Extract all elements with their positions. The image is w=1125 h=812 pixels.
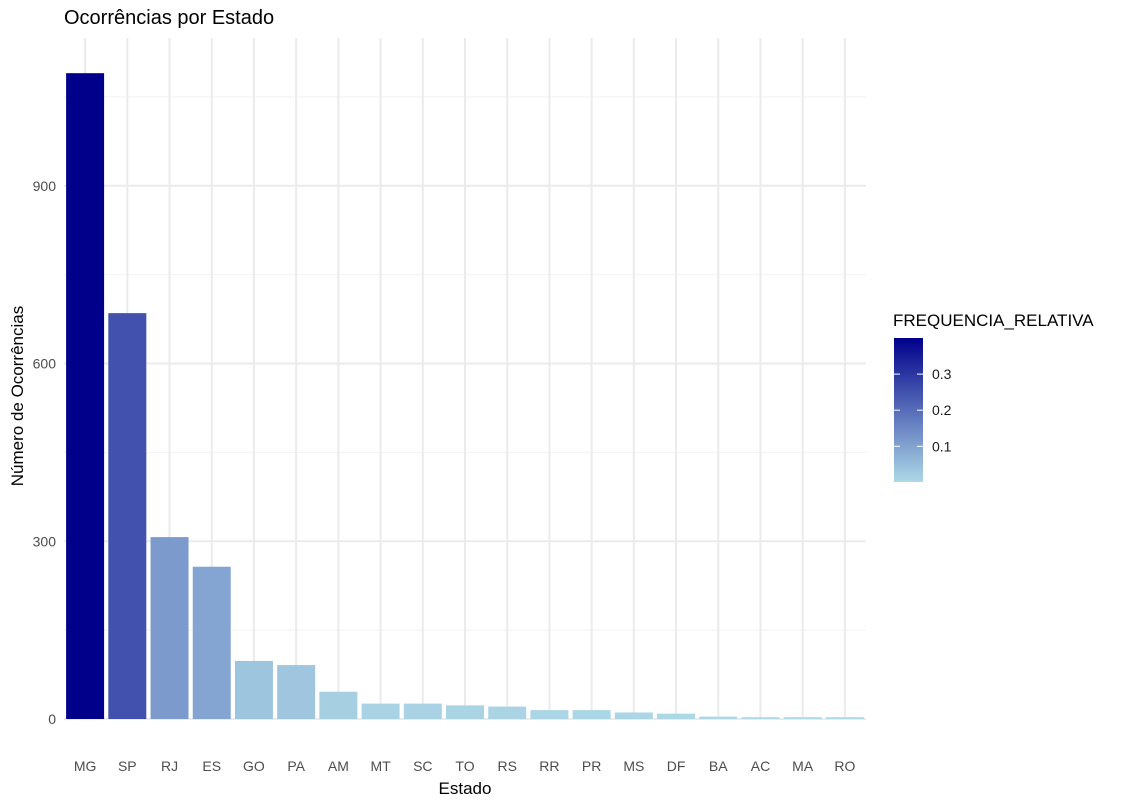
y-tick-label: 0: [48, 711, 56, 727]
x-tick-label: BA: [709, 758, 728, 774]
x-tick-label: MS: [623, 758, 644, 774]
bar-go: [234, 660, 273, 719]
x-tick-label: RJ: [161, 758, 178, 774]
bar-ac: [741, 717, 780, 719]
bar-pa: [277, 665, 316, 719]
y-tick-label: 900: [33, 178, 57, 194]
bar-ba: [699, 716, 738, 719]
x-tick-label: AC: [751, 758, 770, 774]
y-tick-label: 300: [33, 533, 57, 549]
bar-ro: [825, 717, 864, 719]
bars: [66, 73, 864, 720]
x-tick-label: RR: [539, 758, 559, 774]
bar-mt: [361, 703, 400, 719]
x-tick-label: MA: [792, 758, 814, 774]
legend-tick-label: 0.1: [932, 438, 952, 454]
x-tick-label: SP: [118, 758, 137, 774]
bar-to: [446, 705, 484, 719]
bar-pr: [572, 710, 611, 719]
x-tick-label: PR: [582, 758, 601, 774]
x-tick-label: SC: [413, 758, 432, 774]
bar-rj: [150, 537, 189, 719]
bar-sp: [108, 313, 147, 719]
y-axis-ticks: 0 300 600 900: [33, 178, 57, 727]
legend-title: FREQUENCIA_RELATIVA: [893, 311, 1094, 330]
x-tick-label: ES: [202, 758, 221, 774]
bar-rr: [530, 710, 569, 719]
bar-ma: [783, 717, 822, 719]
chart-title: Ocorrências por Estado: [64, 7, 274, 29]
x-tick-label: GO: [243, 758, 265, 774]
bar-sc: [403, 703, 442, 719]
x-axis-title: Estado: [439, 779, 492, 798]
x-tick-label: AM: [328, 758, 349, 774]
x-axis-ticks: MG SP RJ ES GO PA AM MT SC TO RS RR PR MS DF BA AC MA RO: [74, 758, 856, 774]
x-tick-label: RO: [834, 758, 855, 774]
x-tick-label: PA: [287, 758, 305, 774]
y-tick-label: 600: [33, 356, 57, 372]
bar-mg: [66, 73, 105, 720]
bar-es: [192, 566, 231, 719]
legend-tick-label: 0.2: [932, 402, 952, 418]
x-tick-label: DF: [667, 758, 686, 774]
bar-rs: [488, 706, 527, 719]
legend-tick-label: 0.3: [932, 366, 952, 382]
y-axis-title: Número de Ocorrências: [8, 306, 27, 486]
legend-ticks: 0.1 0.2 0.3: [894, 366, 952, 454]
legend: FREQUENCIA_RELATIVA 0.1 0.2 0.3: [893, 311, 1094, 482]
bar-am: [319, 691, 358, 719]
x-tick-label: TO: [455, 758, 474, 774]
x-tick-label: MG: [74, 758, 97, 774]
bar-df: [657, 713, 696, 719]
x-tick-label: MT: [370, 758, 391, 774]
bar-ms: [614, 712, 653, 719]
x-tick-label: RS: [497, 758, 516, 774]
grid: [64, 38, 866, 720]
